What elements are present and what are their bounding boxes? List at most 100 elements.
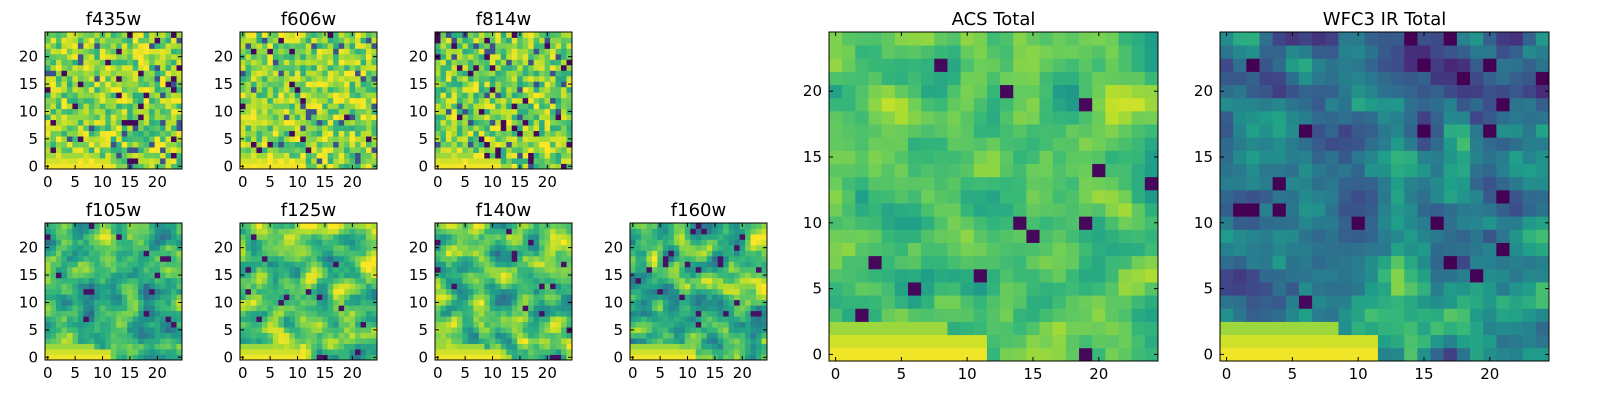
heatmap-cell <box>1039 308 1054 322</box>
heatmap-cell <box>83 37 90 44</box>
heatmap-cell <box>907 282 922 296</box>
heatmap-cell <box>517 272 524 279</box>
heatmap-cell <box>829 216 843 230</box>
heatmap-cell <box>127 244 134 251</box>
heatmap-cell <box>478 147 485 153</box>
heatmap-cell <box>566 48 573 55</box>
heatmap-cell <box>539 86 545 93</box>
heatmap-cell <box>539 103 545 110</box>
heatmap-cell <box>294 53 301 60</box>
heatmap-cell <box>651 299 658 306</box>
heatmap-cell <box>300 239 307 246</box>
heatmap-cell <box>973 176 988 191</box>
heatmap-cell <box>116 332 123 339</box>
heatmap-cell <box>960 189 975 204</box>
heatmap-cell <box>478 42 485 49</box>
heatmap-cell <box>77 338 84 344</box>
heatmap-cell <box>1105 321 1119 336</box>
heatmap-cell <box>55 272 62 279</box>
heatmap-cell <box>539 59 545 66</box>
heatmap-cell <box>305 59 312 66</box>
heatmap-cell <box>171 81 177 88</box>
heatmap-cell <box>960 321 975 336</box>
heatmap-cell <box>50 261 57 268</box>
heatmap-cell <box>283 163 290 170</box>
heatmap-cell <box>445 81 452 88</box>
heatmap-cell <box>261 277 268 284</box>
heatmap-cell <box>456 261 463 268</box>
heatmap-cell <box>435 152 441 159</box>
heatmap-cell <box>445 272 452 279</box>
heatmap-cell <box>539 266 545 273</box>
heatmap-cell <box>355 244 361 251</box>
heatmap-cell <box>668 250 675 257</box>
heatmap-cell <box>360 108 367 115</box>
heatmap-cell <box>528 32 535 38</box>
heatmap-cell <box>261 163 268 170</box>
heatmap-cell <box>1065 176 1080 191</box>
heatmap-cell <box>110 332 117 339</box>
heatmap-cell <box>165 158 172 164</box>
heatmap-cell <box>467 354 474 361</box>
heatmap-cell <box>360 103 367 110</box>
heatmap-cell <box>566 332 573 339</box>
heatmap-cell <box>673 233 680 240</box>
heatmap-cell <box>522 294 529 301</box>
y-tick-label: 0 <box>418 348 428 366</box>
heatmap-cell <box>240 97 246 104</box>
heatmap-cell <box>261 125 268 132</box>
heatmap-cell <box>1079 189 1093 204</box>
heatmap-cell <box>511 343 518 350</box>
heatmap-cell <box>435 130 441 137</box>
heatmap-cell <box>717 233 724 240</box>
heatmap-cell <box>517 141 524 148</box>
heatmap-cell <box>371 283 378 290</box>
heatmap-cell <box>160 354 166 361</box>
heatmap-cell <box>61 92 68 99</box>
heatmap-cell <box>171 266 177 273</box>
heatmap-cell <box>868 163 883 178</box>
heatmap-cell <box>366 228 372 235</box>
heatmap-cell <box>360 32 367 38</box>
heatmap-cell <box>250 228 257 235</box>
heatmap-cell <box>160 316 166 323</box>
heatmap-cell <box>635 283 642 290</box>
heatmap-cell <box>934 295 948 309</box>
heatmap-cell <box>116 114 123 121</box>
heatmap-cell <box>1065 321 1080 336</box>
heatmap-cell <box>539 163 545 170</box>
heatmap-cell <box>734 288 740 295</box>
heatmap-cell <box>289 266 296 273</box>
heatmap-cell <box>657 233 664 240</box>
heatmap-cell <box>673 310 680 317</box>
heatmap-cell <box>561 338 567 344</box>
heatmap-cell <box>105 125 112 132</box>
heatmap-cell <box>305 255 312 262</box>
heatmap-cell <box>668 316 675 323</box>
heatmap-cell <box>94 332 101 339</box>
heatmap-cell <box>66 288 73 295</box>
heatmap-cell <box>327 81 334 88</box>
heatmap-cell <box>960 334 975 349</box>
heatmap-cell <box>99 86 106 93</box>
heatmap-cell <box>272 327 279 333</box>
heatmap-cell <box>662 233 669 240</box>
heatmap-cell <box>143 141 150 148</box>
heatmap-cell <box>679 277 686 284</box>
heatmap-cell <box>868 242 883 257</box>
heatmap-cell <box>506 288 513 295</box>
heatmap-cell <box>72 272 79 279</box>
heatmap-cell <box>283 343 290 350</box>
heatmap-cell <box>701 277 708 284</box>
heatmap-cell <box>349 305 356 312</box>
heatmap-cell <box>829 150 843 164</box>
heatmap-cell <box>462 97 469 104</box>
heatmap-cell <box>456 86 463 93</box>
heatmap-cell <box>640 349 647 355</box>
heatmap-cell <box>451 327 458 333</box>
heatmap-cell <box>110 277 117 284</box>
heatmap-cell <box>739 321 746 328</box>
heatmap-cell <box>522 158 529 164</box>
x-tick-label: 15 <box>510 364 529 382</box>
heatmap-cell <box>267 158 274 164</box>
